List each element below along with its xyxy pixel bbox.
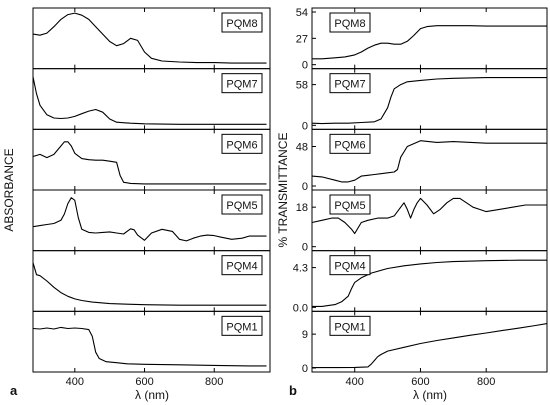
subplot-pqm4: 0.0 4.3 PQM4 [293, 250, 548, 314]
series-label-box [221, 255, 263, 276]
series-label: PQM1 [334, 321, 365, 333]
series-line-pqm4 [312, 259, 547, 307]
series-label: PQM6 [226, 139, 257, 151]
series-line-pqm7 [311, 77, 547, 125]
subplot-pqm7: 0 58 PQM7 [296, 68, 548, 132]
series-label-box [329, 73, 371, 94]
x-tick-label: 600 [135, 376, 153, 388]
series-label-box [329, 194, 371, 215]
subplot-pqm1: PQM1 [32, 310, 271, 373]
y-tick-label: 0 [302, 242, 308, 254]
x-tick-label: 800 [477, 376, 495, 388]
series-label: PQM6 [334, 139, 365, 151]
subplot-pqm1: 0 9 PQM1 [302, 310, 548, 375]
subplot-pqm6: PQM6 [32, 128, 271, 191]
series-label: PQM7 [226, 79, 257, 91]
y-tick-label: 4.3 [293, 263, 308, 275]
panel-letter: b [289, 383, 297, 398]
y-tick-label: 58 [296, 80, 308, 92]
subplot-pqm5: PQM5 [32, 189, 271, 252]
y-tick-label: 27 [296, 33, 308, 45]
x-tick-label: 600 [411, 376, 429, 388]
series-label-box [329, 12, 371, 33]
series-label-box [221, 194, 263, 215]
y-tick-label: 48 [296, 142, 308, 154]
series-label: PQM4 [334, 261, 365, 273]
series-label: PQM7 [334, 79, 365, 91]
series-label-box [329, 133, 371, 154]
series-label: PQM8 [226, 18, 257, 30]
y-tick-label: 54 [296, 7, 308, 19]
series-label: PQM4 [226, 261, 257, 273]
series-line-pqm5 [32, 197, 267, 242]
y-axis-title: % TRANSMITTANCE [276, 133, 290, 248]
y-tick-label: 0.0 [293, 302, 308, 314]
x-tick-label: 400 [346, 376, 364, 388]
subplot-pqm6: 0 48 PQM6 [296, 128, 548, 193]
series-line-pqm8 [312, 25, 547, 60]
subplot-frame [32, 310, 271, 373]
y-tick-label: 9 [302, 329, 308, 341]
y-tick-label: 0 [302, 120, 308, 132]
series-line-pqm1 [32, 326, 267, 367]
series-line-pqm8 [32, 12, 267, 64]
chart-panel-a: PQM8 PQM7 PQM6 PQM5 PQM4 PQM1 400 600 800 λ (nm) A… [2, 7, 271, 402]
series-line-pqm1 [312, 323, 548, 369]
subplot-pqm7: PQM7 [32, 68, 271, 130]
subplot-pqm5: 0 18 PQM5 [296, 189, 548, 254]
series-label-box [329, 315, 371, 336]
subplot-pqm8: 0 27 54 PQM8 [296, 7, 548, 72]
series-label-box [221, 315, 263, 336]
y-tick-label: 0 [302, 60, 308, 72]
series-label-box [221, 133, 263, 154]
series-label: PQM5 [334, 200, 365, 212]
x-axis-title: λ (nm) [413, 388, 447, 402]
figure-root: PQM8 PQM7 PQM6 PQM5 PQM4 PQM1 400 600 800 λ (nm) A… [2, 7, 548, 402]
panel-letter: a [10, 383, 18, 398]
series-line-pqm4 [32, 262, 267, 306]
subplot-frame [311, 310, 548, 373]
series-label-box [329, 255, 371, 276]
series-label: PQM5 [226, 200, 257, 212]
series-line-pqm7 [32, 76, 267, 125]
series-label: PQM1 [226, 321, 257, 333]
subplot-pqm8: PQM8 [32, 7, 271, 70]
y-tick-label: 0 [302, 181, 308, 193]
series-label: PQM8 [334, 18, 365, 30]
series-line-pqm6 [32, 141, 267, 185]
chart-panel-b: 0 27 54 PQM8 0 58 PQM7 0 48 PQM6 0 18 PQM5 0.0 4.3 PQM4… [276, 7, 548, 402]
x-tick-label: 800 [205, 376, 223, 388]
y-axis-title: ABSORBANCE [2, 148, 16, 231]
x-tick-label: 400 [66, 376, 84, 388]
y-tick-label: 0 [302, 363, 308, 375]
subplot-pqm4: PQM4 [32, 250, 271, 312]
series-line-pqm5 [311, 197, 547, 235]
y-tick-label: 18 [296, 202, 308, 214]
series-line-pqm6 [311, 140, 547, 183]
series-label-box [221, 73, 263, 94]
series-label-box [221, 12, 263, 33]
x-axis-title: λ (nm) [135, 388, 169, 402]
